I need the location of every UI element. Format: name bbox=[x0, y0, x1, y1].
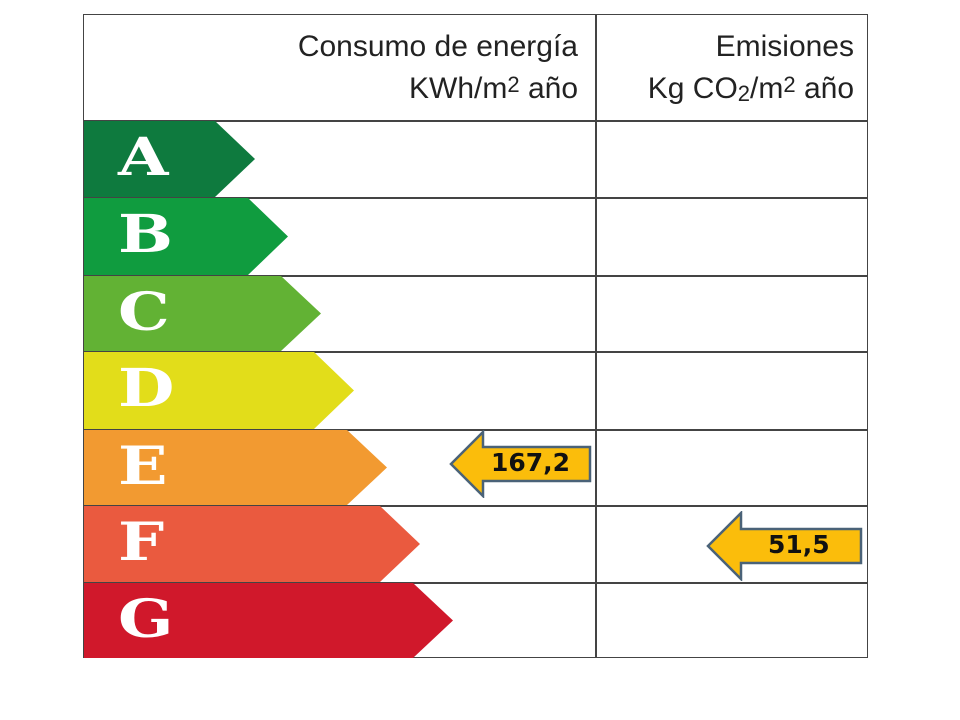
rating-bar-c: C bbox=[84, 276, 321, 351]
emissions-value: 51,5 bbox=[768, 530, 830, 559]
emissions-header-title: Emisiones bbox=[715, 30, 854, 63]
row-divider bbox=[83, 197, 868, 199]
rating-bar-b: B bbox=[84, 198, 288, 275]
rating-bar-f: F bbox=[84, 506, 420, 582]
rating-bar-a: A bbox=[84, 121, 255, 197]
rating-letter: A bbox=[118, 127, 169, 188]
rating-letter: G bbox=[118, 589, 174, 650]
rating-letter: F bbox=[118, 512, 165, 573]
rating-bar-g: G bbox=[84, 583, 453, 658]
row-divider bbox=[83, 582, 868, 584]
emissions-indicator-arrow: 51,5 bbox=[706, 511, 864, 581]
row-divider bbox=[83, 275, 868, 277]
energy-header: Consumo de energía KWh/m2 año bbox=[298, 28, 578, 108]
row-divider bbox=[83, 120, 868, 122]
column-divider bbox=[595, 14, 597, 658]
rating-bar-e: E bbox=[84, 430, 387, 505]
rating-letter: E bbox=[118, 436, 168, 497]
rating-letter: D bbox=[118, 358, 175, 419]
energy-value: 167,2 bbox=[491, 448, 571, 477]
row-divider bbox=[83, 505, 868, 507]
row-divider bbox=[83, 351, 868, 353]
emissions-header: Emisiones Kg CO2/m2 año bbox=[648, 28, 854, 113]
energy-indicator-arrow: 167,2 bbox=[449, 430, 593, 498]
row-divider bbox=[83, 429, 868, 431]
rating-letter: C bbox=[118, 282, 170, 343]
energy-header-unit: KWh/m2 año bbox=[409, 72, 578, 105]
energy-header-title: Consumo de energía bbox=[297, 30, 578, 63]
rating-bar-d: D bbox=[84, 352, 354, 429]
rating-letter: B bbox=[118, 204, 173, 265]
emissions-header-unit: Kg CO2/m2 año bbox=[647, 72, 854, 106]
label-table bbox=[83, 14, 868, 658]
